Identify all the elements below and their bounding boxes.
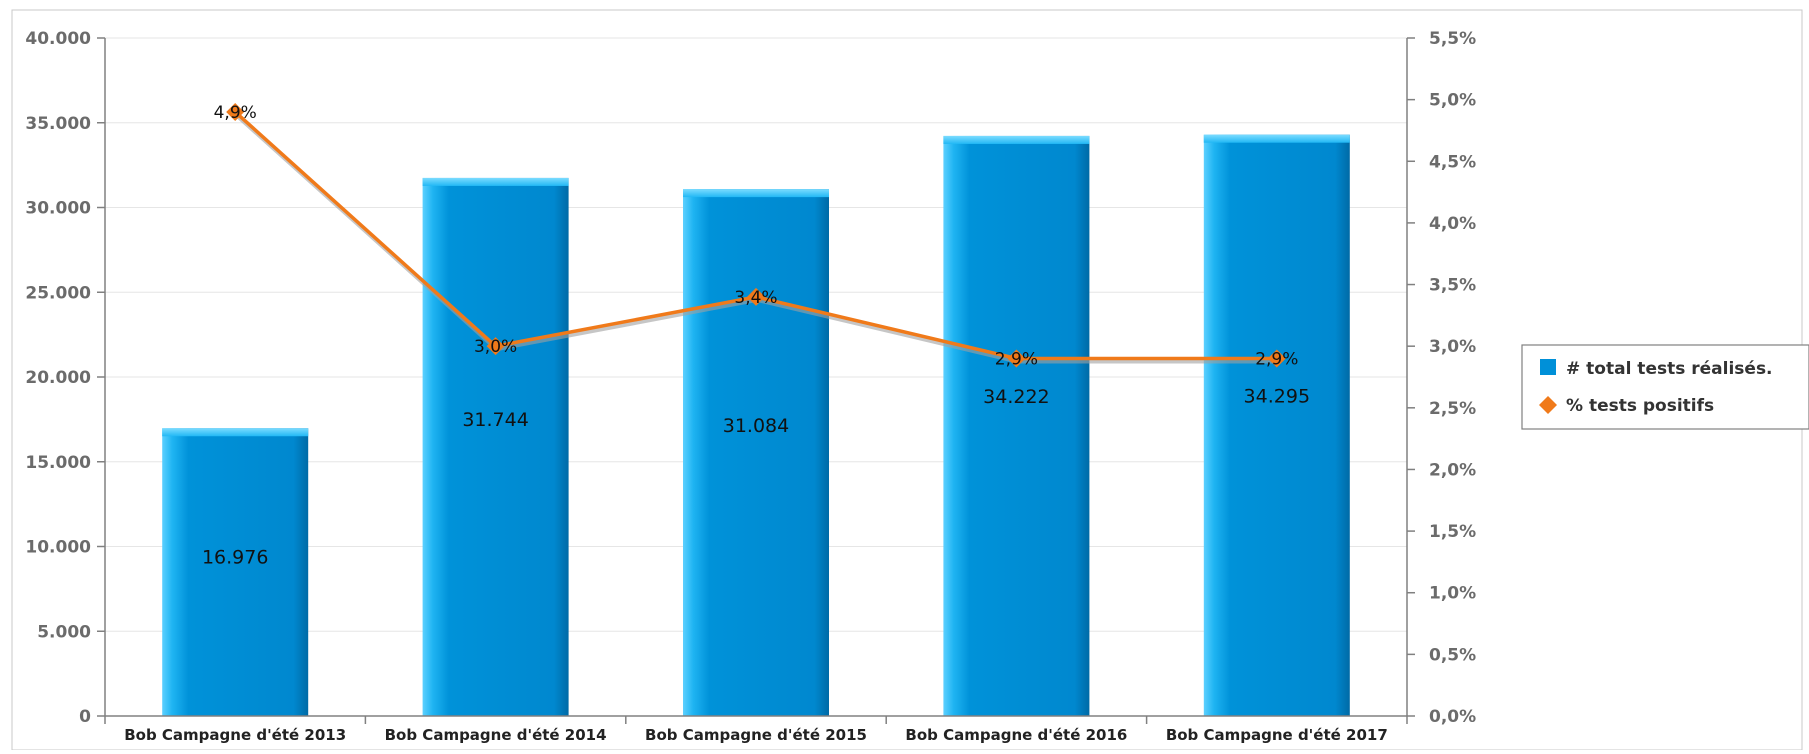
legend-swatch-line [1539,396,1557,414]
x-tick-label: Bob Campagne d'été 2017 [1166,726,1388,744]
bar-top [1203,134,1350,143]
percent-label: 2,9% [1255,350,1298,370]
percent-label: 3,4% [734,288,777,308]
percent-label: 3,0% [474,337,517,357]
bar [162,428,309,716]
y-left-tick-label: 30.000 [25,199,91,219]
bar-value-label: 34.222 [983,386,1049,408]
y-right-tick-label: 0,5% [1429,645,1476,665]
y-right-tick-label: 0,0% [1429,707,1476,727]
line-point [486,337,505,356]
bar-value-label: 16.976 [202,547,268,569]
y-left-tick-label: 5.000 [37,622,91,642]
bar-top [162,428,309,437]
bar-top [422,177,569,186]
y-right-tick-label: 4,5% [1429,152,1476,172]
legend-label-line: % tests positifs [1566,396,1714,416]
y-right-tick-label: 1,5% [1429,522,1476,542]
x-tick-label: Bob Campagne d'été 2015 [645,726,867,744]
y-left-tick-label: 20.000 [25,368,91,388]
y-left-tick-label: 0 [79,707,91,727]
y-right-tick-label: 5,5% [1429,29,1476,49]
line-point [1007,349,1026,368]
x-tick-label: Bob Campagne d'été 2013 [124,726,346,744]
legend-label-bar: # total tests réalisés. [1566,359,1773,379]
percent-label: 4,9% [214,103,257,123]
y-right-tick-label: 3,5% [1429,276,1476,296]
line-point [747,287,765,306]
legend-swatch-bar [1540,359,1556,375]
y-right-tick-label: 1,0% [1429,584,1476,604]
bar [683,189,829,716]
x-tick-label: Bob Campagne d'été 2014 [385,726,607,744]
bar [1203,134,1350,716]
line-point [1267,349,1286,368]
y-left-tick-label: 40.000 [25,29,91,49]
y-left-tick-label: 25.000 [25,283,91,303]
y-right-tick-label: 5,0% [1429,91,1476,111]
y-right-tick-label: 4,0% [1429,214,1476,234]
y-left-tick-label: 10.000 [25,538,91,558]
bar [422,177,569,716]
y-left-tick-label: 35.000 [25,114,91,134]
line-point [226,102,245,121]
y-right-tick-label: 2,0% [1429,460,1476,480]
y-right-tick-label: 3,0% [1429,337,1476,357]
y-right-tick-label: 2,5% [1429,399,1476,419]
percent-label: 2,9% [995,350,1038,370]
bar-value-label: 34.295 [1244,385,1310,407]
bar-value-label: 31.744 [462,409,528,431]
bar-top [943,135,1090,144]
bar [943,135,1090,716]
x-tick-label: Bob Campagne d'été 2016 [905,726,1127,744]
bar-value-label: 31.084 [723,415,789,437]
y-left-tick-label: 15.000 [25,453,91,473]
legend-box [1521,344,1809,430]
bar-top [683,189,829,198]
